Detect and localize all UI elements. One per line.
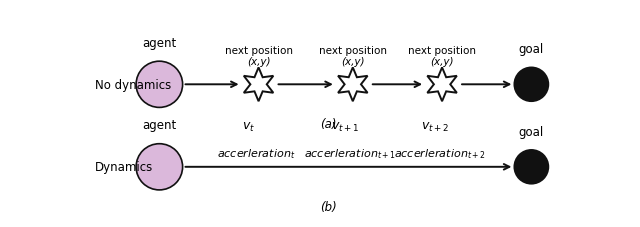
Text: (a): (a): [320, 118, 336, 131]
Text: next position: next position: [225, 46, 292, 56]
Polygon shape: [338, 68, 367, 102]
Text: $v_{t+2}$: $v_{t+2}$: [420, 121, 449, 134]
Text: $accerleration_{t+2}$: $accerleration_{t+2}$: [394, 146, 486, 160]
Polygon shape: [244, 68, 273, 102]
Text: $v_t$: $v_t$: [242, 121, 255, 134]
Text: No dynamics: No dynamics: [95, 79, 171, 91]
Text: $accerleration_{t+1}$: $accerleration_{t+1}$: [305, 146, 396, 160]
Text: next position: next position: [319, 46, 387, 56]
Text: (x,y): (x,y): [341, 56, 365, 66]
Text: agent: agent: [142, 37, 177, 50]
Ellipse shape: [515, 150, 548, 184]
Ellipse shape: [136, 144, 182, 190]
Text: next position: next position: [408, 46, 476, 56]
Ellipse shape: [136, 62, 182, 108]
Text: (x,y): (x,y): [430, 56, 454, 66]
Text: Dynamics: Dynamics: [95, 160, 153, 174]
Ellipse shape: [515, 68, 548, 102]
Text: (x,y): (x,y): [247, 56, 270, 66]
Text: goal: goal: [519, 43, 544, 56]
Polygon shape: [428, 68, 457, 102]
Text: (b): (b): [319, 201, 337, 214]
Text: $accerleration_t$: $accerleration_t$: [217, 146, 295, 160]
Text: goal: goal: [519, 125, 544, 138]
Text: $v_{t+1}$: $v_{t+1}$: [332, 121, 360, 134]
Text: agent: agent: [142, 119, 177, 132]
